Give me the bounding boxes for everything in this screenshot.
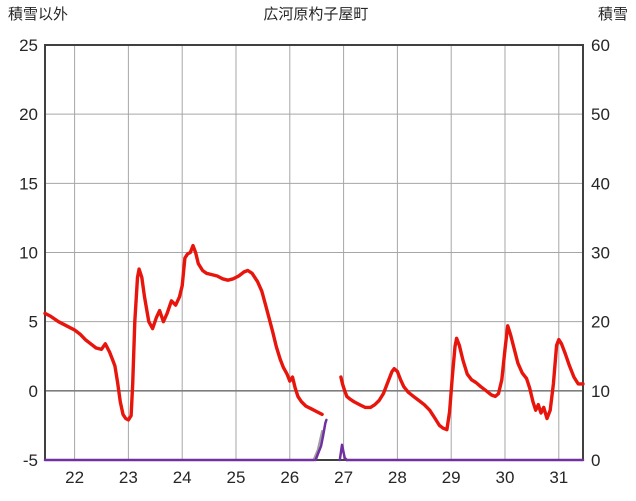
purple-line xyxy=(314,418,328,462)
x-axis-tick-label: 26 xyxy=(280,468,299,487)
x-axis-tick-label: 31 xyxy=(549,468,568,487)
red-line xyxy=(339,324,585,432)
right-axis-tick-label: 50 xyxy=(591,105,610,124)
x-axis-tick-label: 25 xyxy=(227,468,246,487)
x-axis-tick-label: 28 xyxy=(388,468,407,487)
left-axis-tick-label: 5 xyxy=(29,313,38,332)
left-axis-tick-label: -5 xyxy=(23,451,38,470)
x-axis-tick-label: 27 xyxy=(334,468,353,487)
right-axis-title: 積雪 xyxy=(597,6,628,23)
right-axis-tick-label: 20 xyxy=(591,313,610,332)
left-axis-tick-label: 10 xyxy=(19,244,38,263)
left-axis-tick-label: 25 xyxy=(19,36,38,55)
x-axis-tick-label: 23 xyxy=(119,468,138,487)
gray-line xyxy=(312,429,324,461)
right-axis-tick-label: 40 xyxy=(591,174,610,193)
x-axis-tick-label: 30 xyxy=(496,468,515,487)
chart-title: 広河原杓子屋町 xyxy=(263,6,369,23)
purple-line xyxy=(338,443,349,462)
x-axis-tick-label: 22 xyxy=(65,468,84,487)
left-axis-tick-label: 15 xyxy=(19,174,38,193)
right-axis-tick-label: 60 xyxy=(591,36,610,55)
right-axis-tick-label: 10 xyxy=(591,382,610,401)
x-axis-tick-label: 29 xyxy=(442,468,461,487)
right-axis-tick-label: 0 xyxy=(591,451,600,470)
x-axis-tick-label: 24 xyxy=(173,468,192,487)
left-axis-tick-label: 0 xyxy=(29,382,38,401)
left-axis-tick-label: 20 xyxy=(19,105,38,124)
red-line xyxy=(43,243,324,422)
right-axis-tick-label: 30 xyxy=(591,244,610,263)
left-axis-title: 積雪以外 xyxy=(8,6,69,23)
